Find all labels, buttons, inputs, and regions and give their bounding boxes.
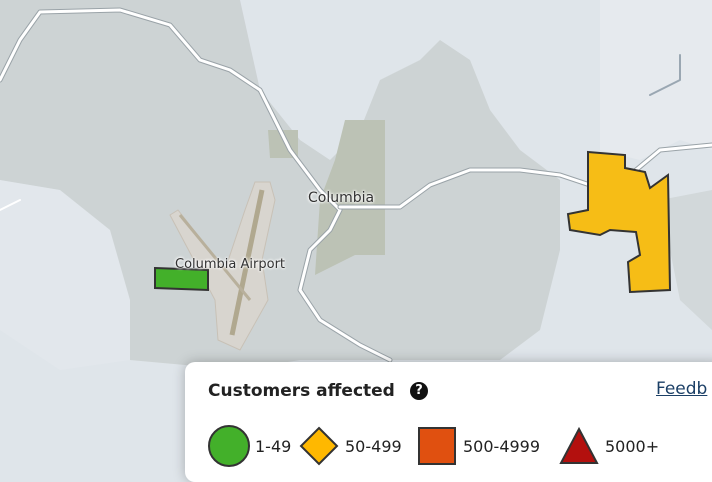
legend-item-5000-plus: 5000+ [555,422,659,470]
legend-label: 1-49 [255,436,292,456]
land-area [660,190,712,330]
red-triangle-icon [557,424,601,466]
green-circle-icon [207,424,251,468]
road [0,199,21,211]
park-area [315,120,385,275]
legend-label: 5000+ [605,436,660,456]
legend-label: 50-499 [345,436,402,456]
legend-item-500-4999: 500-4999 [413,422,540,470]
legend-item-1-49: 1-49 [205,422,291,470]
road [338,143,712,209]
legend-label: 500-4999 [463,436,541,456]
legend-title: Customers affected [208,381,395,401]
yellow-diamond-icon [297,424,341,468]
outage-polygon-1-49[interactable] [154,266,209,292]
land-area [0,0,560,370]
feedback-link[interactable]: Feedb [656,379,708,399]
legend-panel: Customers affected ? Feedb 1-49 50-499 5… [185,362,712,482]
orange-square-icon [416,425,458,467]
city-label: Columbia [308,190,375,206]
road [0,8,392,362]
runway [178,214,252,301]
road [649,54,681,96]
help-icon[interactable]: ? [410,382,428,400]
land-area [600,0,712,160]
airport-label: Columbia Airport [175,257,286,272]
land-area [0,180,130,370]
outage-polygon-50-499[interactable] [566,150,672,294]
runway [229,189,265,336]
legend-item-50-499: 50-499 [295,422,402,470]
